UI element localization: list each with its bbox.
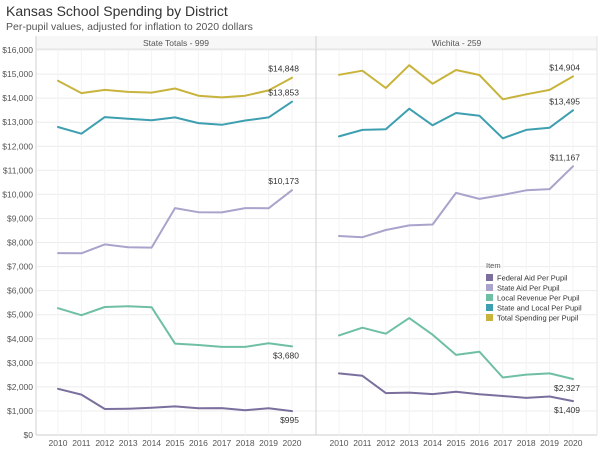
x-tick-label: 2010 bbox=[49, 438, 68, 448]
x-tick-label: 2018 bbox=[236, 438, 255, 448]
series-line bbox=[338, 64, 574, 101]
y-tick-label: $3,000 bbox=[7, 358, 33, 368]
y-tick-label: $7,000 bbox=[7, 262, 33, 272]
panel-title: Wichita - 259 bbox=[432, 38, 482, 48]
x-tick-label: 2011 bbox=[72, 438, 91, 448]
data-label: $14,904 bbox=[549, 62, 580, 72]
legend-entry: State and Local Per Pupil bbox=[497, 304, 582, 313]
x-tick-label: 2011 bbox=[353, 438, 372, 448]
legend-entry: Federal Aid Per Pupil bbox=[497, 274, 568, 283]
data-label: $10,173 bbox=[268, 176, 299, 186]
legend-swatch bbox=[486, 314, 493, 321]
y-tick-label: $11,000 bbox=[3, 165, 33, 175]
x-tick-label: 2018 bbox=[517, 438, 536, 448]
data-label: $995 bbox=[280, 415, 299, 425]
series-line bbox=[338, 165, 574, 239]
y-tick-label: $4,000 bbox=[7, 334, 33, 344]
x-tick-label: 2014 bbox=[423, 438, 442, 448]
x-tick-label: 2017 bbox=[493, 438, 512, 448]
y-tick-label: $9,000 bbox=[7, 213, 33, 223]
x-tick-label: 2015 bbox=[447, 438, 466, 448]
y-tick-label: $1,000 bbox=[7, 406, 33, 416]
y-tick-label: $10,000 bbox=[2, 189, 33, 199]
x-tick-label: 2017 bbox=[212, 438, 231, 448]
y-tick-label: $0 bbox=[24, 430, 34, 440]
y-tick-label: $5,000 bbox=[7, 310, 33, 320]
x-tick-label: 2019 bbox=[259, 438, 278, 448]
x-tick-label: 2012 bbox=[95, 438, 114, 448]
legend-entry: Total Spending per Pupil bbox=[497, 314, 579, 323]
y-tick-label: $15,000 bbox=[2, 69, 33, 79]
series-line bbox=[338, 107, 574, 140]
y-tick-label: $13,000 bbox=[2, 117, 33, 127]
legend-title: Item bbox=[486, 261, 501, 270]
data-label: $1,409 bbox=[554, 405, 580, 415]
legend-swatch bbox=[486, 304, 493, 311]
x-tick-label: 2016 bbox=[470, 438, 489, 448]
x-tick-label: 2014 bbox=[142, 438, 161, 448]
x-tick-label: 2010 bbox=[330, 438, 349, 448]
series-line bbox=[57, 387, 293, 413]
panel-title: State Totals - 999 bbox=[143, 38, 209, 48]
data-label: $13,495 bbox=[549, 96, 580, 106]
series-line bbox=[338, 317, 574, 380]
y-tick-label: $12,000 bbox=[2, 141, 33, 151]
x-tick-label: 2016 bbox=[189, 438, 208, 448]
data-label: $14,848 bbox=[268, 64, 299, 74]
y-tick-label: $14,000 bbox=[2, 93, 33, 103]
series-line bbox=[57, 100, 293, 135]
x-tick-label: 2020 bbox=[283, 438, 302, 448]
y-tick-label: $8,000 bbox=[7, 238, 33, 248]
series-line bbox=[338, 372, 574, 403]
series-line bbox=[57, 189, 293, 255]
legend-swatch bbox=[486, 294, 493, 301]
x-tick-label: 2020 bbox=[564, 438, 583, 448]
x-tick-label: 2013 bbox=[119, 438, 138, 448]
x-tick-label: 2019 bbox=[540, 438, 559, 448]
data-label: $11,167 bbox=[550, 152, 580, 162]
chart-subtitle: Per-pupil values, adjusted for inflation… bbox=[6, 21, 253, 33]
data-label: $2,327 bbox=[554, 383, 580, 393]
y-tick-label: $16,000 bbox=[2, 45, 33, 55]
chart-title: Kansas School Spending by District bbox=[6, 3, 228, 19]
legend-swatch bbox=[486, 284, 493, 291]
legend-entry: State Aid Per Pupil bbox=[497, 284, 560, 293]
data-label: $3,680 bbox=[273, 350, 299, 360]
x-tick-label: 2013 bbox=[400, 438, 419, 448]
series-line bbox=[57, 76, 293, 99]
data-label: $13,853 bbox=[268, 88, 299, 98]
y-tick-label: $2,000 bbox=[7, 382, 33, 392]
legend-swatch bbox=[486, 274, 493, 281]
y-tick-label: $6,000 bbox=[7, 286, 33, 296]
series-line bbox=[57, 305, 293, 348]
x-tick-label: 2012 bbox=[376, 438, 395, 448]
x-tick-label: 2015 bbox=[166, 438, 185, 448]
legend-entry: Local Revenue Per Pupil bbox=[497, 294, 580, 303]
